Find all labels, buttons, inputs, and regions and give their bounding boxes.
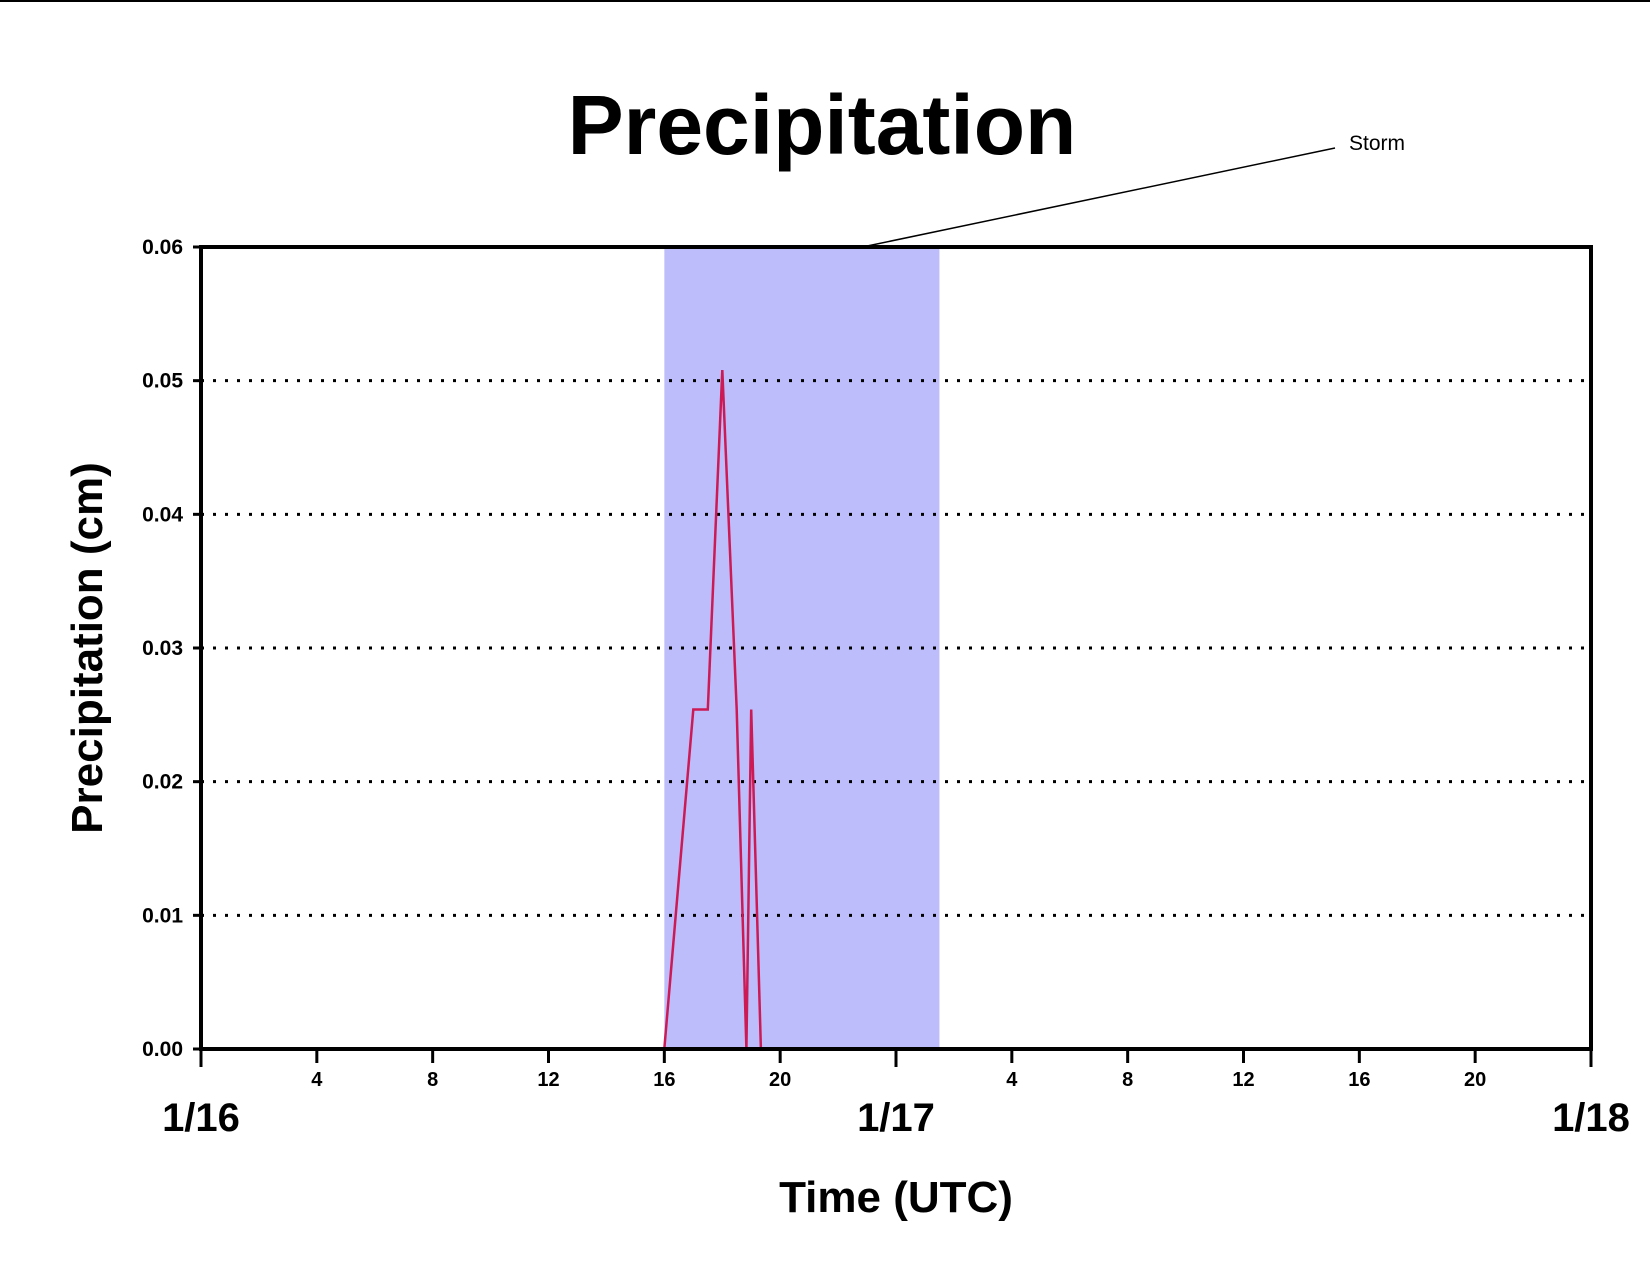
y-tick-label: 0.04 <box>142 503 183 526</box>
x-tick-label: 4 <box>1006 1069 1018 1091</box>
storm-annotation-leader <box>862 147 1336 248</box>
x-tick-label: 8 <box>427 1069 438 1091</box>
x-tick-label: 16 <box>1348 1069 1370 1091</box>
y-tick-label: 0.06 <box>142 236 183 259</box>
date-label: 1/18 <box>1552 1096 1630 1140</box>
top-rule <box>0 0 1650 2</box>
y-tick-label: 0.00 <box>142 1038 183 1061</box>
x-tick-label: 20 <box>1464 1069 1486 1091</box>
y-tick-label: 0.03 <box>142 637 183 660</box>
x-axis-title: Time (UTC) <box>779 1173 1013 1222</box>
date-label: 1/17 <box>857 1096 935 1140</box>
precipitation-series-line <box>201 369 1591 1051</box>
y-tick-labels: 0.00 0.01 0.02 0.03 0.04 0.05 0.06 <box>142 236 201 1061</box>
y-axis-title: Precipitation (cm) <box>63 462 112 834</box>
x-tick-label: 20 <box>769 1069 791 1091</box>
y-tick-label: 0.02 <box>142 771 183 794</box>
x-tick-label: 8 <box>1122 1069 1133 1091</box>
x-tick-label: 16 <box>653 1069 675 1091</box>
x-tick-marks: 4 8 12 16 20 4 8 12 16 20 <box>199 1049 1593 1091</box>
y-tick-label: 0.05 <box>142 370 183 393</box>
plot-frame <box>199 245 1593 1051</box>
date-labels: 1/16 1/17 1/18 <box>162 1096 1630 1140</box>
date-label: 1/16 <box>162 1096 240 1140</box>
chart-title: Precipitation <box>568 78 1077 172</box>
x-tick-label: 12 <box>537 1069 559 1091</box>
storm-annotation-label: Storm <box>1349 132 1405 155</box>
x-tick-label: 12 <box>1232 1069 1254 1091</box>
y-tick-label: 0.01 <box>142 904 183 927</box>
x-tick-label: 4 <box>311 1069 323 1091</box>
